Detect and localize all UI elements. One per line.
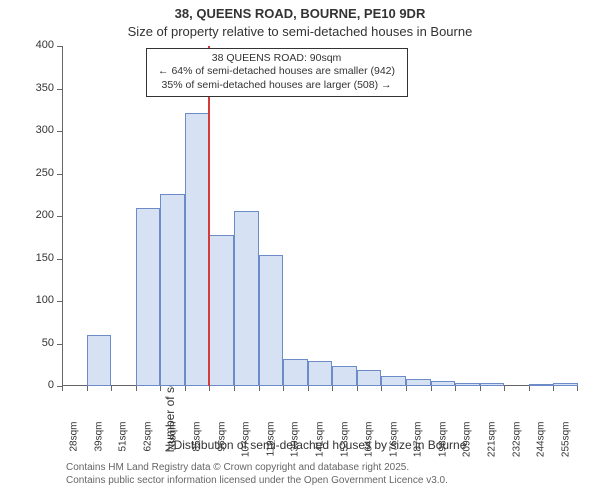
ytick-label: 350	[22, 82, 54, 94]
histogram-bar	[553, 383, 578, 386]
xtick-mark	[431, 386, 432, 391]
xtick-label: 141sqm	[315, 422, 326, 472]
histogram-bar	[136, 208, 161, 386]
footer-line-2: Contains public sector information licen…	[66, 474, 448, 487]
ytick-label: 0	[22, 379, 54, 391]
ytick-mark	[57, 216, 62, 217]
ytick-mark	[57, 46, 62, 47]
xtick-label: 176sqm	[388, 422, 399, 472]
xtick-mark	[160, 386, 161, 391]
annotation-line: 38 QUEENS ROAD: 90sqm	[153, 52, 401, 66]
xtick-mark	[283, 386, 284, 391]
ytick-mark	[57, 89, 62, 90]
histogram-bar	[259, 255, 284, 386]
histogram-bar	[283, 359, 308, 386]
xtick-mark	[406, 386, 407, 391]
xtick-label: 130sqm	[290, 422, 301, 472]
xtick-label: 28sqm	[69, 422, 80, 472]
xtick-mark	[185, 386, 186, 391]
ytick-mark	[57, 301, 62, 302]
ytick-label: 300	[22, 124, 54, 136]
ytick-label: 150	[22, 252, 54, 264]
xtick-mark	[480, 386, 481, 391]
ytick-label: 200	[22, 209, 54, 221]
histogram-bar	[357, 370, 382, 386]
xtick-label: 164sqm	[364, 422, 375, 472]
xtick-label: 153sqm	[339, 422, 350, 472]
histogram-bar	[185, 113, 210, 386]
xtick-label: 255sqm	[560, 422, 571, 472]
annotation-line: ← 64% of semi-detached houses are smalle…	[153, 65, 401, 79]
xtick-mark	[357, 386, 358, 391]
xtick-mark	[529, 386, 530, 391]
xtick-label: 221sqm	[487, 422, 498, 472]
ytick-label: 400	[22, 39, 54, 51]
histogram-bar	[332, 366, 357, 386]
xtick-mark	[577, 386, 578, 391]
histogram-bar	[529, 384, 554, 386]
histogram-bar	[87, 335, 112, 386]
xtick-label: 73sqm	[167, 422, 178, 472]
xtick-mark	[553, 386, 554, 391]
ytick-mark	[57, 174, 62, 175]
xtick-mark	[136, 386, 137, 391]
ytick-label: 250	[22, 167, 54, 179]
xtick-label: 198sqm	[437, 422, 448, 472]
ytick-mark	[57, 344, 62, 345]
xtick-label: 96sqm	[216, 422, 227, 472]
xtick-mark	[259, 386, 260, 391]
histogram-bar	[308, 361, 333, 387]
xtick-label: 119sqm	[265, 422, 276, 472]
xtick-mark	[111, 386, 112, 391]
ytick-label: 50	[22, 337, 54, 349]
title-line-1: 38, QUEENS ROAD, BOURNE, PE10 9DR	[0, 6, 600, 21]
histogram-bar	[406, 379, 431, 386]
ytick-label: 100	[22, 294, 54, 306]
xtick-label: 62sqm	[143, 422, 154, 472]
xtick-label: 209sqm	[462, 422, 473, 472]
xtick-label: 244sqm	[536, 422, 547, 472]
histogram-bar	[209, 235, 234, 386]
xtick-mark	[308, 386, 309, 391]
xtick-mark	[332, 386, 333, 391]
xtick-label: 232sqm	[511, 422, 522, 472]
xtick-label: 39sqm	[93, 422, 104, 472]
histogram-bar	[160, 194, 185, 386]
xtick-label: 51sqm	[118, 422, 129, 472]
chart-container: 38, QUEENS ROAD, BOURNE, PE10 9DR Size o…	[0, 0, 600, 500]
ytick-mark	[57, 259, 62, 260]
xtick-mark	[381, 386, 382, 391]
xtick-label: 187sqm	[413, 422, 424, 472]
histogram-bar	[234, 211, 259, 386]
histogram-bar	[431, 381, 456, 386]
xtick-mark	[234, 386, 235, 391]
xtick-mark	[87, 386, 88, 391]
annotation-box: 38 QUEENS ROAD: 90sqm← 64% of semi-detac…	[146, 48, 408, 97]
histogram-bar	[455, 383, 480, 386]
histogram-bar	[381, 376, 406, 386]
marker-line	[208, 46, 210, 386]
xtick-mark	[504, 386, 505, 391]
xtick-mark	[455, 386, 456, 391]
xtick-mark	[62, 386, 63, 391]
histogram-bar	[480, 383, 505, 386]
xtick-label: 107sqm	[241, 422, 252, 472]
xtick-mark	[209, 386, 210, 391]
xtick-label: 85sqm	[192, 422, 203, 472]
ytick-mark	[57, 131, 62, 132]
title-line-2: Size of property relative to semi-detach…	[0, 24, 600, 39]
annotation-line: 35% of semi-detached houses are larger (…	[153, 79, 401, 93]
